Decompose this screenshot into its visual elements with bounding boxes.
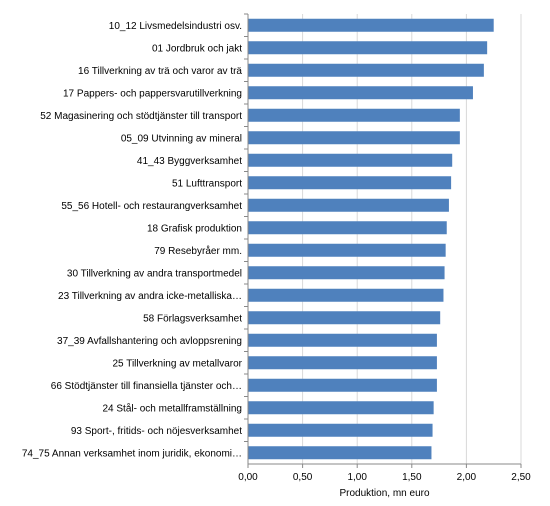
- category-labels: 10_12 Livsmedelsindustri osv. 01 Jordbruk…: [22, 13, 248, 459]
- gridlines: [302, 14, 522, 464]
- bar: [248, 243, 446, 257]
- category-label: 55_56 Hotell- och restaurangverksamhet: [61, 201, 242, 212]
- x-tick-label: 1,50: [402, 472, 422, 483]
- category-label: 30 Tillverkning av andra transportmedel: [67, 268, 242, 279]
- category-label: 79 Resebyråer mm.: [154, 245, 242, 257]
- bar: [248, 41, 488, 55]
- category-label: 66 Stödtjänster till finansiella tjänste…: [51, 381, 242, 392]
- bar: [248, 131, 460, 145]
- category-label: 58 Förlagsverksamhet: [143, 313, 242, 324]
- x-tick-label: 0,00: [238, 472, 258, 483]
- category-label: 05_09 Utvinning av mineral: [121, 133, 242, 144]
- x-tick-label: 1,00: [347, 472, 367, 483]
- x-tick-label: 2,00: [457, 472, 477, 483]
- bar: [248, 446, 432, 460]
- x-tick-labels: 0,00 0,50 1,00 1,50 2,00 2,50: [238, 464, 531, 483]
- category-label: 74_75 Annan verksamhet inom juridik, eko…: [22, 448, 242, 459]
- category-label: 37_39 Avfallshantering och avloppsrening: [57, 336, 242, 347]
- category-label: 01 Jordbruk och jakt: [152, 43, 242, 54]
- category-label: 93 Sport-, fritids- och nöjesverksamhet: [71, 426, 242, 437]
- category-label: 18 Grafisk produktion: [147, 223, 242, 234]
- x-axis-title: Produktion, mn euro: [339, 488, 429, 499]
- bar: [248, 108, 460, 122]
- x-tick-label: 0,50: [293, 472, 313, 483]
- bar: [248, 63, 484, 77]
- bar: [248, 198, 449, 212]
- category-label: 16 Tillverkning av trä och varor av trä: [78, 66, 242, 77]
- bar: [248, 423, 433, 437]
- bar: [248, 18, 494, 32]
- category-label: 41_43 Byggverksamhet: [137, 156, 242, 167]
- bar: [248, 311, 441, 325]
- bar: [248, 288, 444, 302]
- bar: [248, 221, 447, 235]
- bars: [248, 18, 494, 460]
- bar: [248, 401, 434, 415]
- bar: [248, 86, 473, 100]
- category-label: 24 Stål- och metallframställning: [102, 402, 242, 414]
- category-label: 51 Lufttransport: [172, 178, 242, 189]
- category-label: 23 Tillverkning av andra icke-metalliska…: [58, 291, 242, 302]
- bar: [248, 356, 437, 370]
- category-label: 10_12 Livsmedelsindustri osv.: [109, 21, 242, 32]
- bar: [248, 153, 453, 167]
- x-tick-label: 2,50: [511, 472, 531, 483]
- bar: [248, 333, 437, 347]
- category-label: 17 Pappers- och pappersvarutillverkning: [63, 88, 242, 99]
- category-label: 52 Magasinering och stödtjänster till tr…: [40, 111, 242, 122]
- category-label: 25 Tillverkning av metallvaror: [113, 358, 243, 369]
- bar: [248, 378, 437, 392]
- bar: [248, 266, 445, 280]
- bar: [248, 176, 452, 190]
